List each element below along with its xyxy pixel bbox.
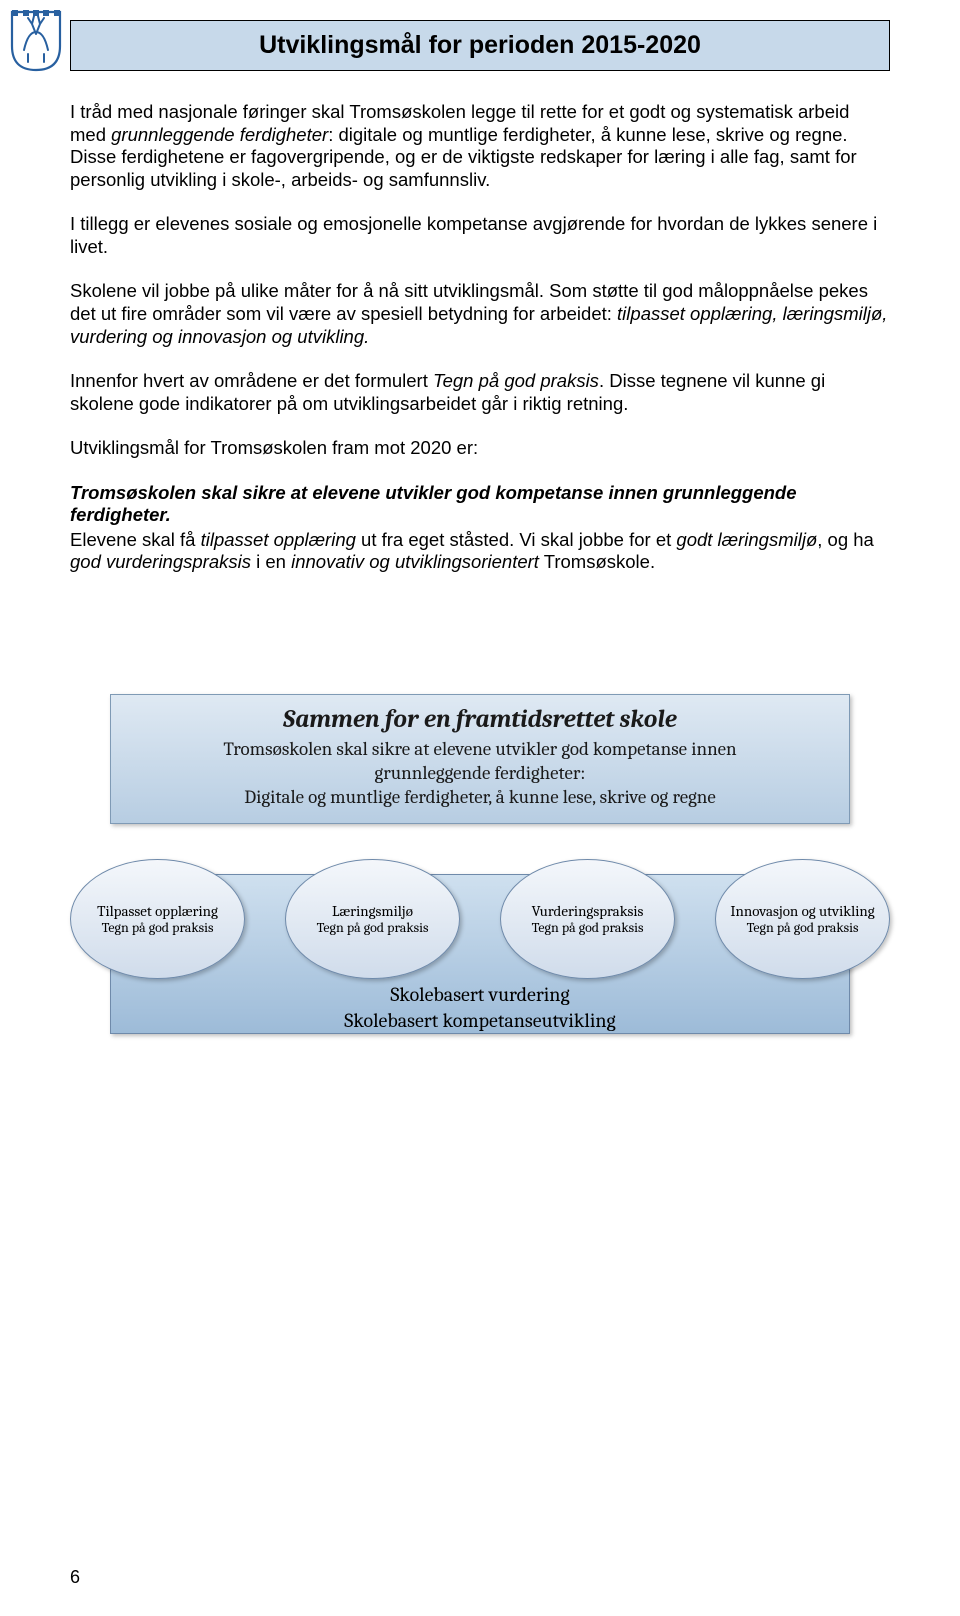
oval-title: Tilpasset opplæring [97,902,218,920]
title-box: Utviklingsmål for perioden 2015-2020 [70,20,890,71]
p6a: Tromsøskolen skal sikre at elevene utvik… [70,482,797,526]
diagram-top-panel: Sammen for en framtidsrettet skole Troms… [110,694,850,824]
oval-laeringsmiljo: Læringsmiljø Tegn på god praksis [285,859,460,979]
p7g: i en [251,551,291,572]
page-title: Utviklingsmål for perioden 2015-2020 [91,31,869,60]
diagram-heading: Sammen for en framtidsrettet skole [141,705,819,734]
diagram-bottom-labels: Skolebasert vurdering Skolebasert kompet… [110,982,850,1034]
oval-tilpasset-opplaering: Tilpasset opplæring Tegn på god praksis [70,859,245,979]
strategy-diagram: Sammen for en framtidsrettet skole Troms… [70,694,890,1104]
oval-sub: Tegn på god praksis [102,920,214,937]
paragraph-6: Tromsøskolen skal sikre at elevene utvik… [70,482,890,527]
oval-sub: Tegn på god praksis [747,920,859,937]
oval-title: Læringsmiljø [332,902,413,920]
oval-sub: Tegn på god praksis [317,920,429,937]
oval-sub: Tegn på god praksis [532,920,644,937]
p4b: Tegn på god praksis [433,370,599,391]
paragraph-1: I tråd med nasjonale føringer skal Troms… [70,101,890,191]
p7h: innovativ og utviklingsorientert [291,551,539,572]
bottom-label-2: Skolebasert kompetanseutvikling [110,1008,850,1034]
p7b: tilpasset opplæring [201,529,356,550]
p7f: god vurderingspraksis [70,551,251,572]
body-text: I tråd med nasjonale føringer skal Troms… [70,101,890,574]
diagram-line2: grunnleggende ferdigheter: [141,762,819,786]
bottom-label-1: Skolebasert vurdering [110,982,850,1008]
p7e: , og ha [817,529,874,550]
p7d: godt læringsmiljø [676,529,817,550]
oval-title: Vurderingspraksis [532,902,644,920]
diagram-line3: Digitale og muntlige ferdigheter, å kunn… [141,786,819,810]
p7i: Tromsøskole. [539,551,655,572]
paragraph-4: Innenfor hvert av områdene er det formul… [70,370,890,415]
oval-title: Innovasjon og utvikling [730,902,874,920]
page-number: 6 [70,1567,80,1588]
municipality-logo [10,10,62,72]
oval-vurderingspraksis: Vurderingspraksis Tegn på god praksis [500,859,675,979]
paragraph-2: I tillegg er elevenes sosiale og emosjon… [70,213,890,258]
paragraph-5: Utviklingsmål for Tromsøskolen fram mot … [70,437,890,460]
p7c: ut fra eget ståsted. Vi skal jobbe for e… [356,529,677,550]
diagram-line1: Tromsøskolen skal sikre at elevene utvik… [141,738,819,762]
paragraph-3: Skolene vil jobbe på ulike måter for å n… [70,280,890,348]
oval-innovasjon-utvikling: Innovasjon og utvikling Tegn på god prak… [715,859,890,979]
p1b: grunnleggende ferdigheter [111,124,328,145]
paragraph-7: Elevene skal få tilpasset opplæring ut f… [70,529,890,574]
p7a: Elevene skal få [70,529,201,550]
p4a: Innenfor hvert av områdene er det formul… [70,370,433,391]
